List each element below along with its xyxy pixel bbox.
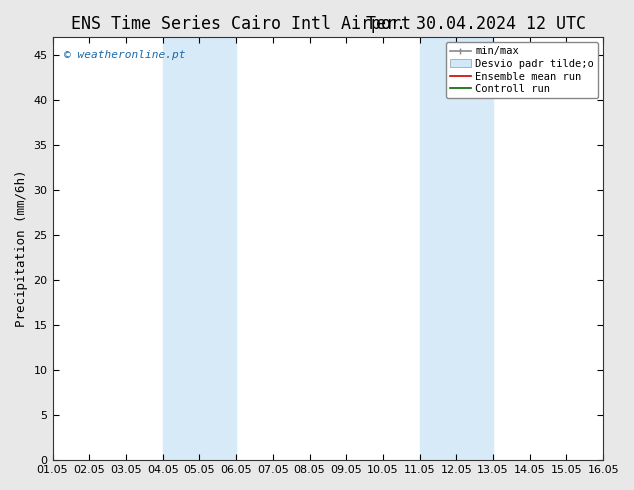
Text: ENS Time Series Cairo Intl Airport: ENS Time Series Cairo Intl Airport: [71, 15, 411, 33]
Text: © weatheronline.pt: © weatheronline.pt: [63, 50, 185, 60]
Bar: [420, 37, 493, 460]
Bar: [163, 37, 236, 460]
Y-axis label: Precipitation (mm/6h): Precipitation (mm/6h): [15, 170, 28, 327]
Text: Ter. 30.04.2024 12 UTC: Ter. 30.04.2024 12 UTC: [365, 15, 586, 33]
Legend: min/max, Desvio padr tilde;o, Ensemble mean run, Controll run: min/max, Desvio padr tilde;o, Ensemble m…: [446, 42, 598, 98]
